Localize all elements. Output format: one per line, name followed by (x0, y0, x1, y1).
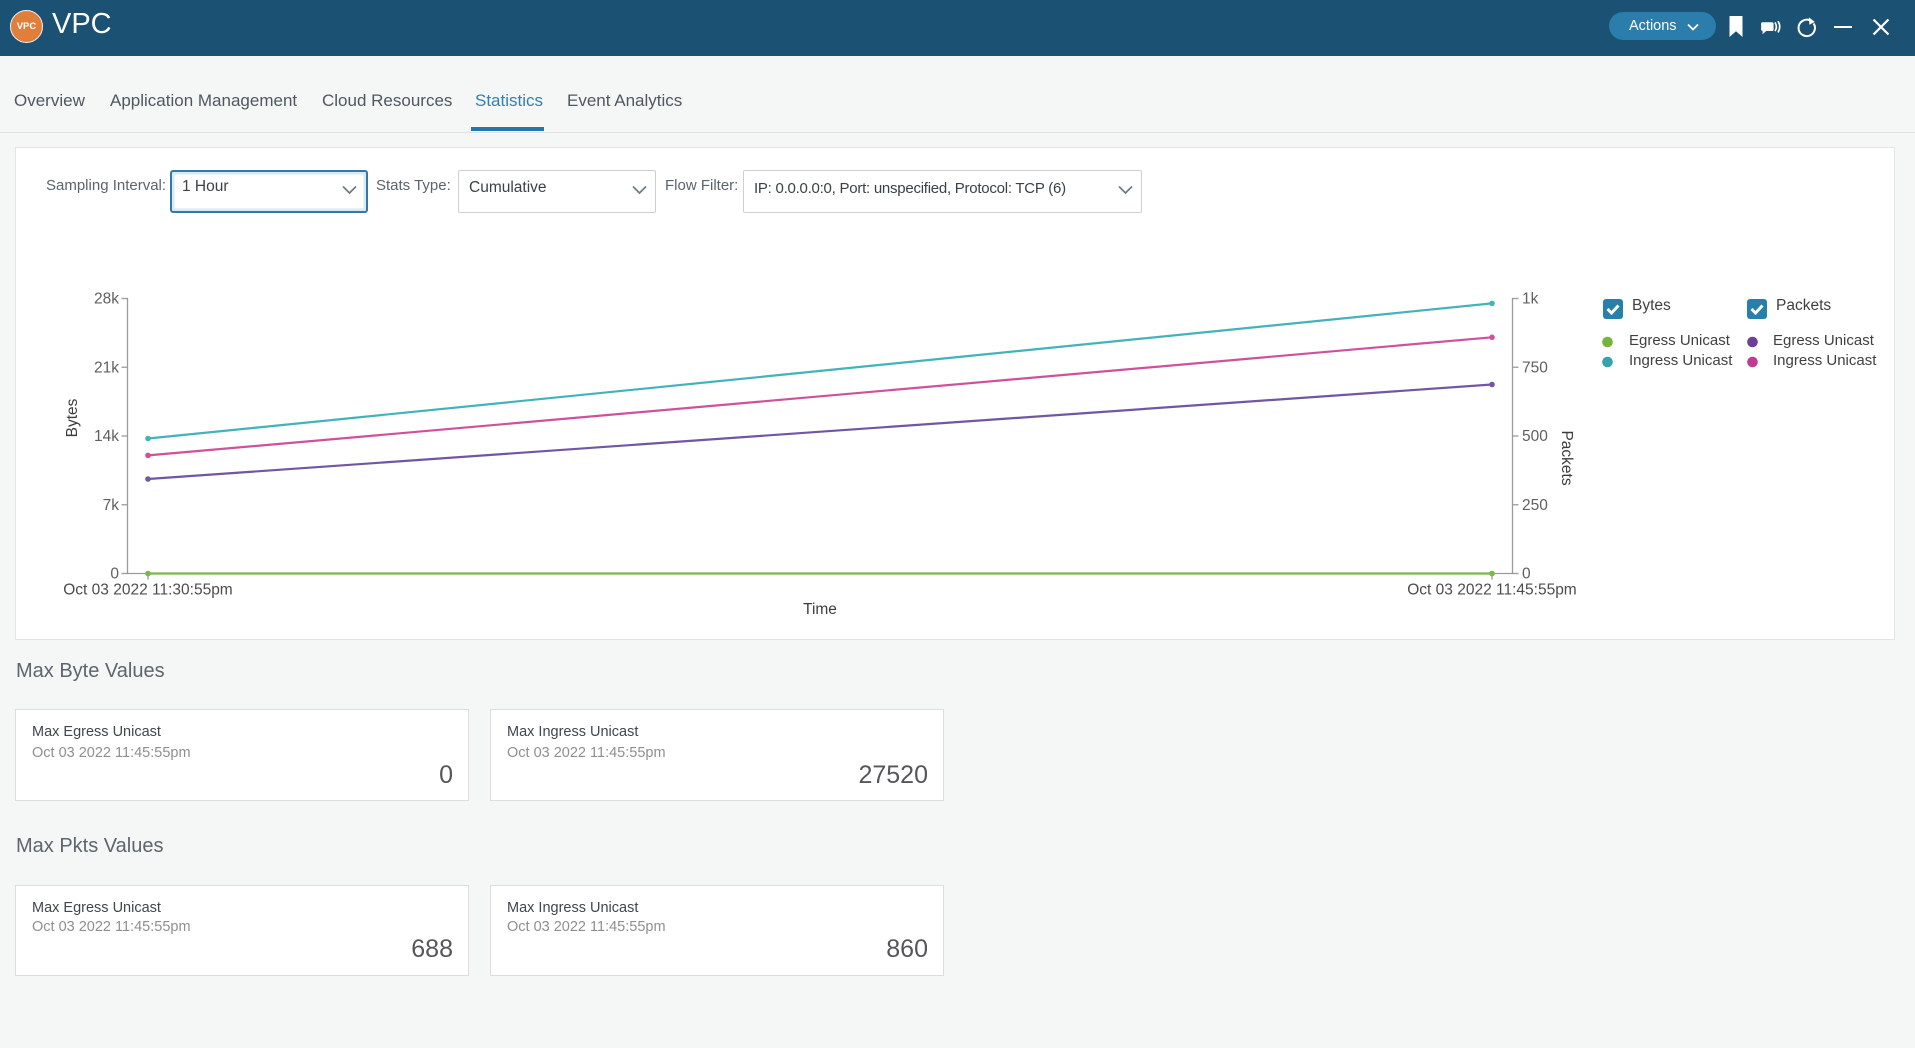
svg-text:Packets: Packets (1558, 430, 1575, 485)
svg-text:0: 0 (1522, 566, 1531, 583)
svg-text:500: 500 (1522, 428, 1548, 445)
svg-text:Oct 03 2022 11:30:55pm: Oct 03 2022 11:30:55pm (63, 582, 232, 599)
svg-text:0: 0 (110, 566, 119, 583)
svg-text:1k: 1k (1522, 291, 1539, 308)
svg-text:28k: 28k (94, 291, 119, 308)
svg-text:Bytes: Bytes (64, 398, 81, 437)
svg-text:250: 250 (1522, 497, 1548, 514)
svg-text:Oct 03 2022 11:45:55pm: Oct 03 2022 11:45:55pm (1407, 582, 1576, 599)
svg-text:Time: Time (803, 601, 837, 618)
svg-text:14k: 14k (94, 428, 119, 445)
svg-text:7k: 7k (103, 497, 120, 514)
svg-text:750: 750 (1522, 360, 1548, 377)
svg-text:21k: 21k (94, 360, 119, 377)
